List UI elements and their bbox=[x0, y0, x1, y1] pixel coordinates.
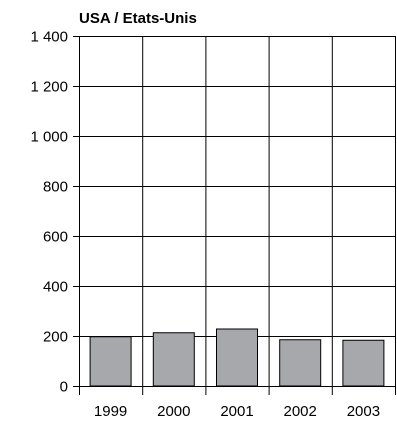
x-tick-label: 2000 bbox=[157, 403, 190, 420]
y-tick-label: 400 bbox=[43, 279, 68, 296]
x-tick-label: 1999 bbox=[94, 403, 127, 420]
bars bbox=[89, 328, 385, 387]
bar-2003 bbox=[342, 339, 385, 387]
axes bbox=[73, 36, 396, 395]
grid bbox=[79, 36, 396, 386]
y-tick-labels: 0 200 400 600 800 1 000 1 200 1 400 bbox=[30, 29, 68, 396]
y-tick-label: 1 200 bbox=[30, 79, 68, 96]
bar-2001 bbox=[216, 328, 258, 387]
y-tick-label: 1 000 bbox=[30, 129, 68, 146]
bar-1999 bbox=[89, 336, 132, 387]
bar-2000 bbox=[152, 332, 195, 387]
x-tick-label: 2002 bbox=[284, 403, 317, 420]
y-tick-label: 600 bbox=[43, 229, 68, 246]
y-tick-label: 800 bbox=[43, 179, 68, 196]
chart-title: USA / Etats-Unis bbox=[79, 10, 197, 27]
y-tick-label: 0 bbox=[60, 379, 68, 396]
x-tick-label: 2003 bbox=[347, 403, 380, 420]
y-tick-label: 1 400 bbox=[30, 29, 68, 46]
y-tick-label: 200 bbox=[43, 329, 68, 346]
x-tick-labels: 1999 2000 2001 2002 2003 bbox=[94, 403, 380, 420]
x-tick-label: 2001 bbox=[220, 403, 253, 420]
bar-2002 bbox=[279, 339, 322, 387]
